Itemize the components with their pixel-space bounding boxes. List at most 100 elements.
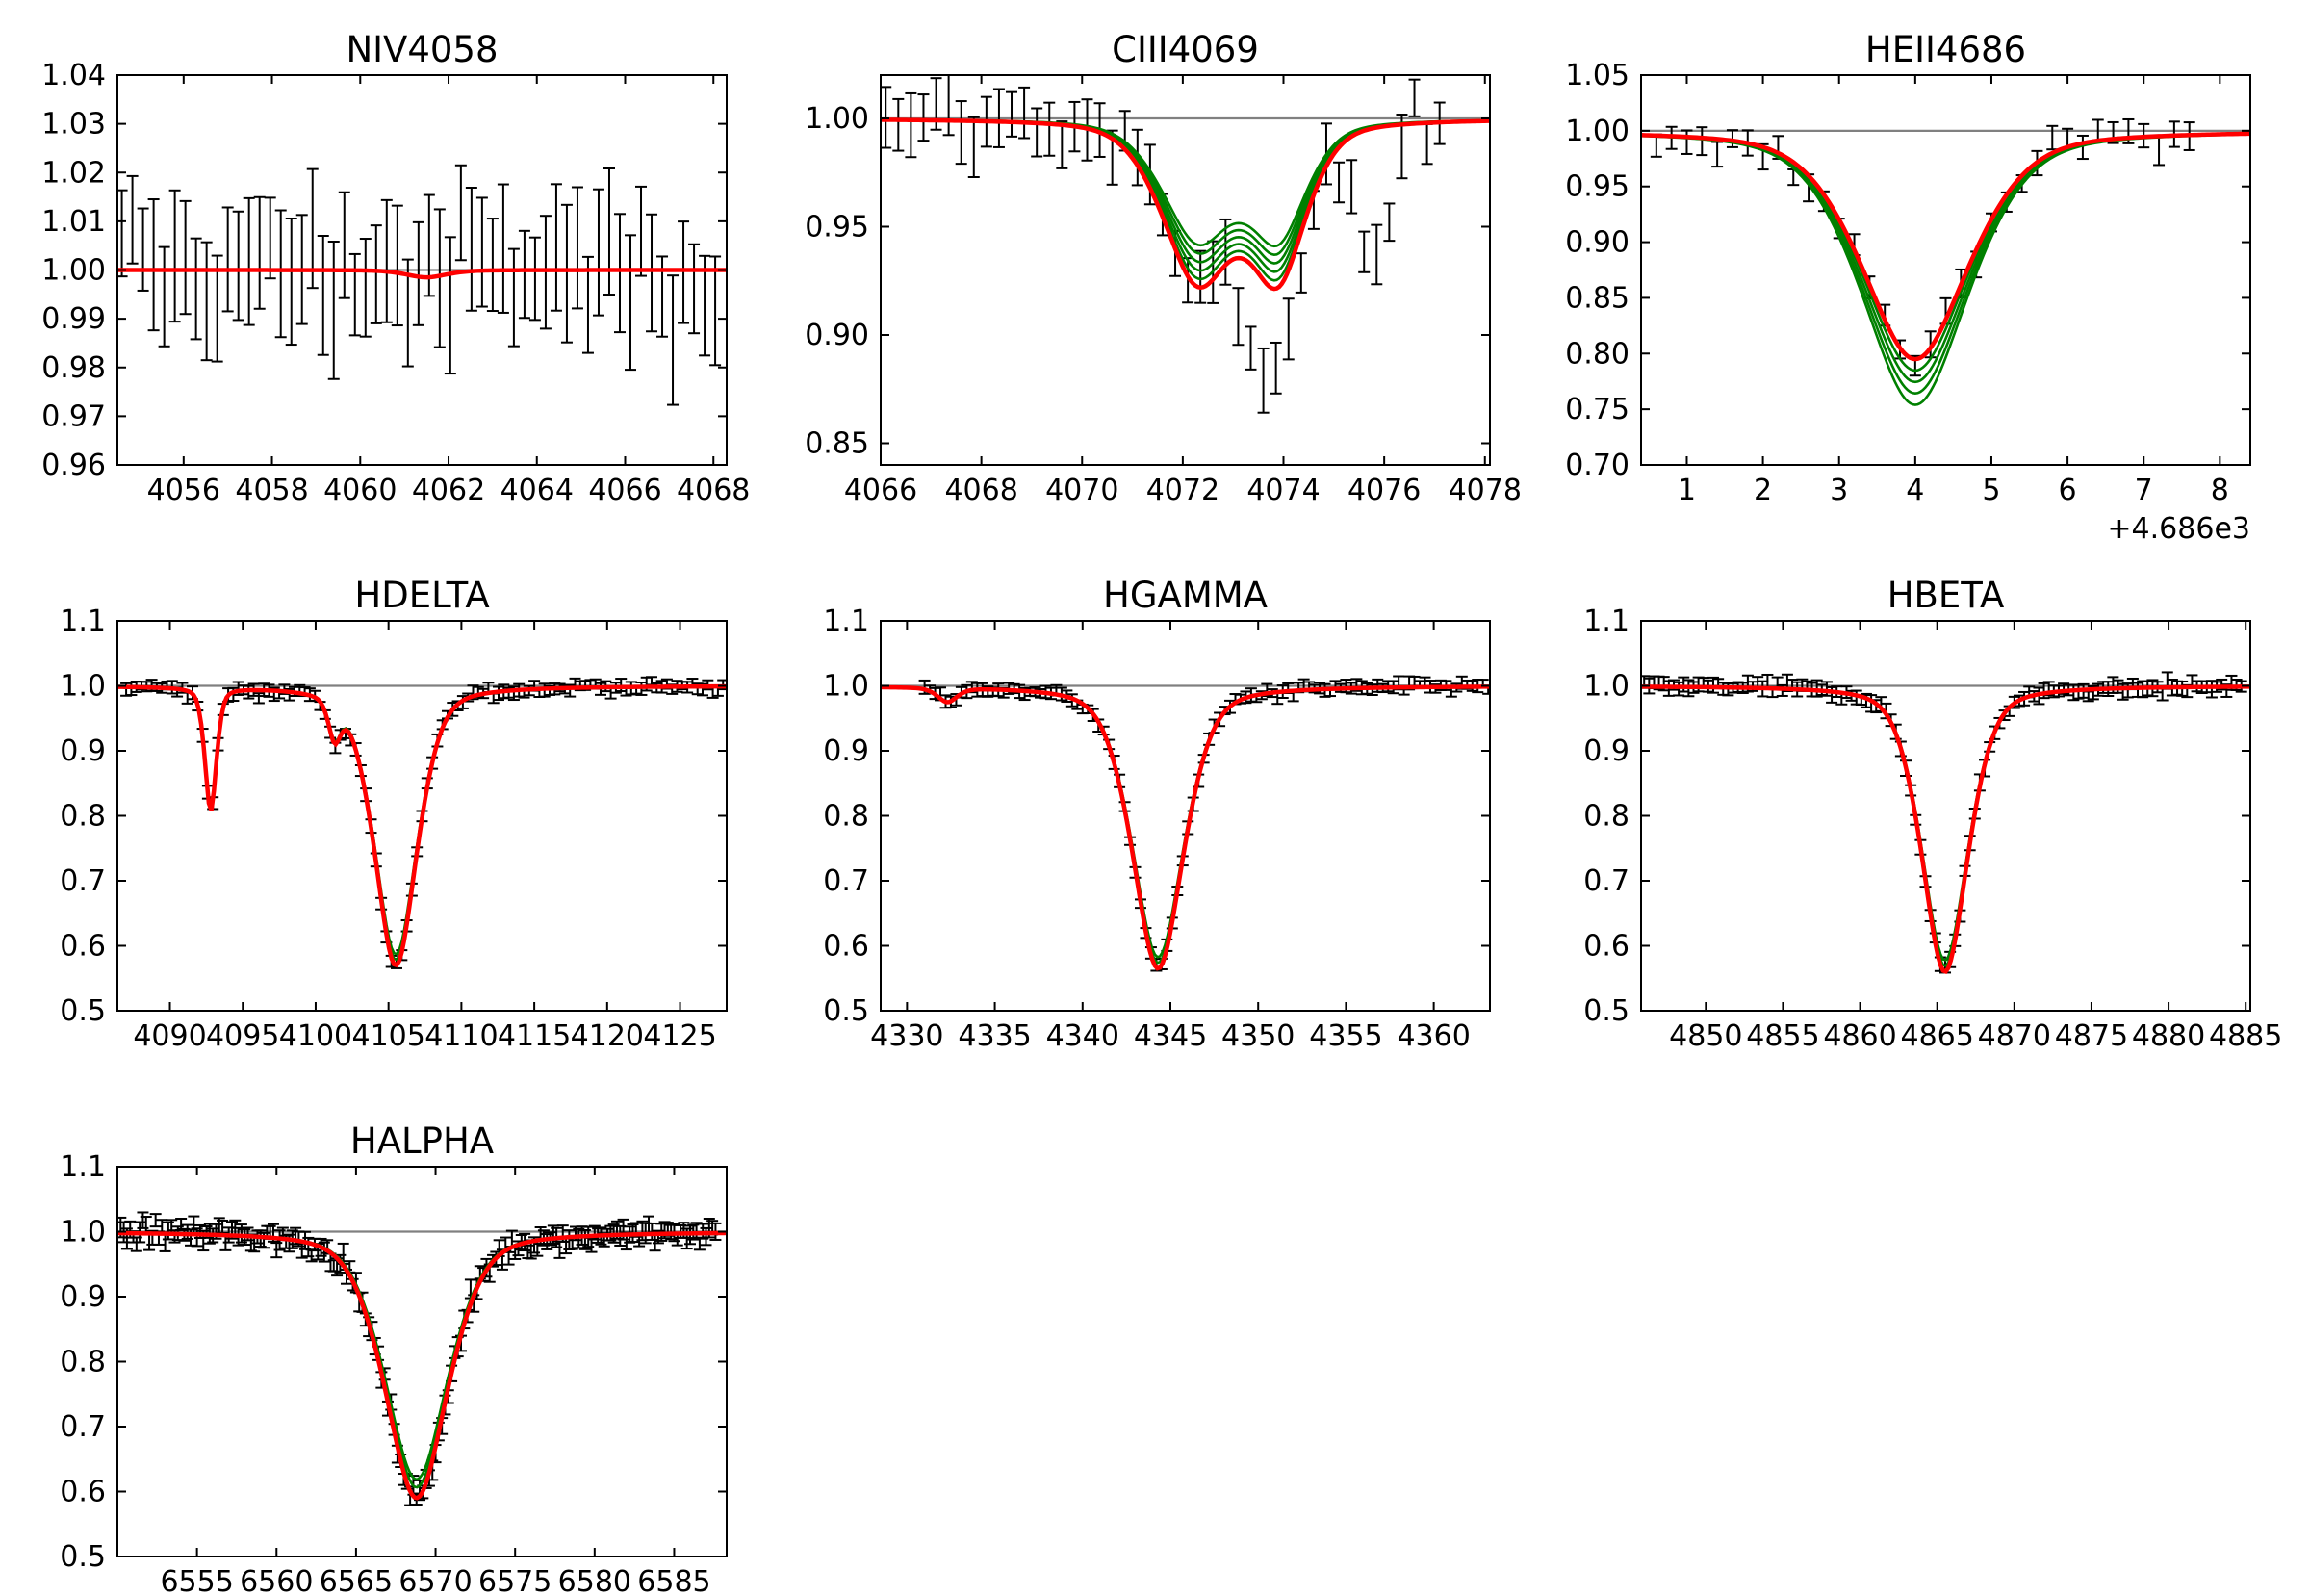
observed-point: [1257, 347, 1270, 414]
x-tick-label: 4058: [235, 474, 308, 507]
y-tick-label: 1.02: [41, 156, 106, 190]
x-tick-label: 6580: [558, 1565, 631, 1596]
observed-point: [285, 218, 297, 347]
observed-point: [1696, 126, 1708, 157]
observed-point: [1056, 120, 1068, 169]
x-tick-label: 4865: [1901, 1019, 1974, 1053]
y-tick-label: 0.70: [1565, 449, 1630, 482]
observed-point: [992, 88, 1005, 148]
y-tick-label: 1.04: [41, 59, 106, 92]
observed-point: [678, 220, 690, 324]
x-tick-label: 2: [1754, 474, 1772, 507]
plot-area: [117, 1211, 727, 1506]
y-tick-label: 1.05: [1565, 59, 1630, 92]
y-tick-label: 1.00: [805, 102, 869, 136]
model-sample-line: [1641, 685, 2250, 962]
observed-point: [667, 274, 680, 406]
x-tick-label: 3: [1830, 474, 1848, 507]
best-fit-line: [881, 684, 1490, 971]
observed-point: [274, 209, 287, 339]
x-tick-label: 4850: [1669, 1019, 1742, 1053]
observed-point: [709, 255, 722, 367]
y-tick-label: 0.9: [823, 734, 869, 768]
model-sample-line: [1641, 132, 2250, 373]
observed-point: [317, 234, 329, 356]
observed-point: [444, 236, 456, 375]
x-tick-label: 4068: [677, 474, 750, 507]
observed-point: [881, 86, 892, 149]
plot-area: [1641, 117, 2250, 406]
panel-ciii4069: CIII4069 4066 4068 4070 4072 4074 4076 4078 0.85…: [805, 29, 1522, 507]
panel-title: HDELTA: [354, 575, 489, 616]
y-tick-label: 1.1: [823, 605, 869, 638]
best-fit-line: [117, 268, 727, 280]
y-tick-label: 1.0: [60, 670, 106, 704]
plot-frame: [1640, 74, 2251, 466]
observed-point: [211, 254, 223, 363]
observed-point: [454, 164, 467, 262]
y-tick-label: 0.90: [1565, 226, 1630, 260]
y-tick-label: 0.8: [60, 800, 106, 834]
observed-point: [1232, 287, 1245, 347]
observed-point: [232, 210, 244, 322]
observed-point: [221, 206, 234, 313]
plot-frame: [880, 74, 1491, 466]
x-tick-label: 4860: [1823, 1019, 1896, 1053]
observed-point: [1018, 86, 1031, 140]
observed-point: [917, 93, 930, 142]
x-tick-label: 4060: [323, 474, 397, 507]
panel-halpha: HALPHA 6555 6560 6565 6570 6575 6580 6585 0.5 0.6…: [60, 1120, 728, 1596]
best-fit-line: [881, 117, 1490, 292]
x-tick-label: 6555: [160, 1565, 233, 1596]
observed-point: [380, 198, 393, 323]
observed-point: [1333, 161, 1346, 204]
y-tick-label: 0.5: [60, 1540, 106, 1574]
plot-area: [117, 164, 727, 406]
y-tick-label: 0.6: [823, 930, 869, 964]
observed-point: [348, 252, 361, 337]
y-tick-label: 0.80: [1565, 337, 1630, 371]
observed-point: [475, 196, 488, 308]
observed-point: [158, 245, 170, 348]
observed-point: [1194, 249, 1207, 304]
model-sample-line: [881, 117, 1490, 248]
y-tick-label: 0.6: [1583, 930, 1630, 964]
observed-point: [892, 97, 905, 152]
observed-point: [688, 243, 701, 335]
observed-point: [433, 208, 446, 348]
observed-point: [126, 174, 139, 265]
observed-point: [401, 258, 414, 368]
observed-point: [1681, 129, 1693, 155]
y-tick-label: 0.7: [1583, 864, 1630, 898]
observed-point: [571, 186, 583, 310]
x-tick-label: 4076: [1348, 474, 1421, 507]
x-tick-label: 6565: [320, 1565, 393, 1596]
observed-point: [149, 1213, 162, 1228]
y-tick-label: 0.95: [805, 211, 869, 245]
observed-point: [1711, 141, 1724, 168]
y-tick-label: 0.95: [1565, 170, 1630, 204]
y-tick-label: 0.6: [60, 930, 106, 964]
y-tick-label: 0.85: [1565, 281, 1630, 315]
x-tick-label: 4070: [1045, 474, 1118, 507]
observed-point: [243, 196, 255, 326]
x-tick-label: 6585: [637, 1565, 710, 1596]
y-tick-label: 0.90: [805, 319, 869, 352]
observed-point: [168, 189, 181, 323]
model-sample-line: [1641, 685, 2250, 967]
x-tick-label: 4330: [870, 1019, 943, 1053]
x-tick-label: 5: [1982, 474, 2000, 507]
best-fit-line: [1641, 684, 2250, 974]
model-sample-line: [1641, 133, 2250, 406]
y-tick-label: 0.9: [60, 734, 106, 768]
x-tick-label: 4120: [571, 1019, 644, 1053]
y-tick-label: 0.5: [60, 994, 106, 1028]
x-tick-label: 4115: [498, 1019, 571, 1053]
observed-point: [942, 75, 955, 137]
observed-point: [1006, 90, 1018, 138]
x-tick-label: 4110: [424, 1019, 498, 1053]
y-tick-label: 0.8: [823, 800, 869, 834]
observed-point: [646, 213, 658, 333]
observed-point: [1383, 202, 1396, 243]
